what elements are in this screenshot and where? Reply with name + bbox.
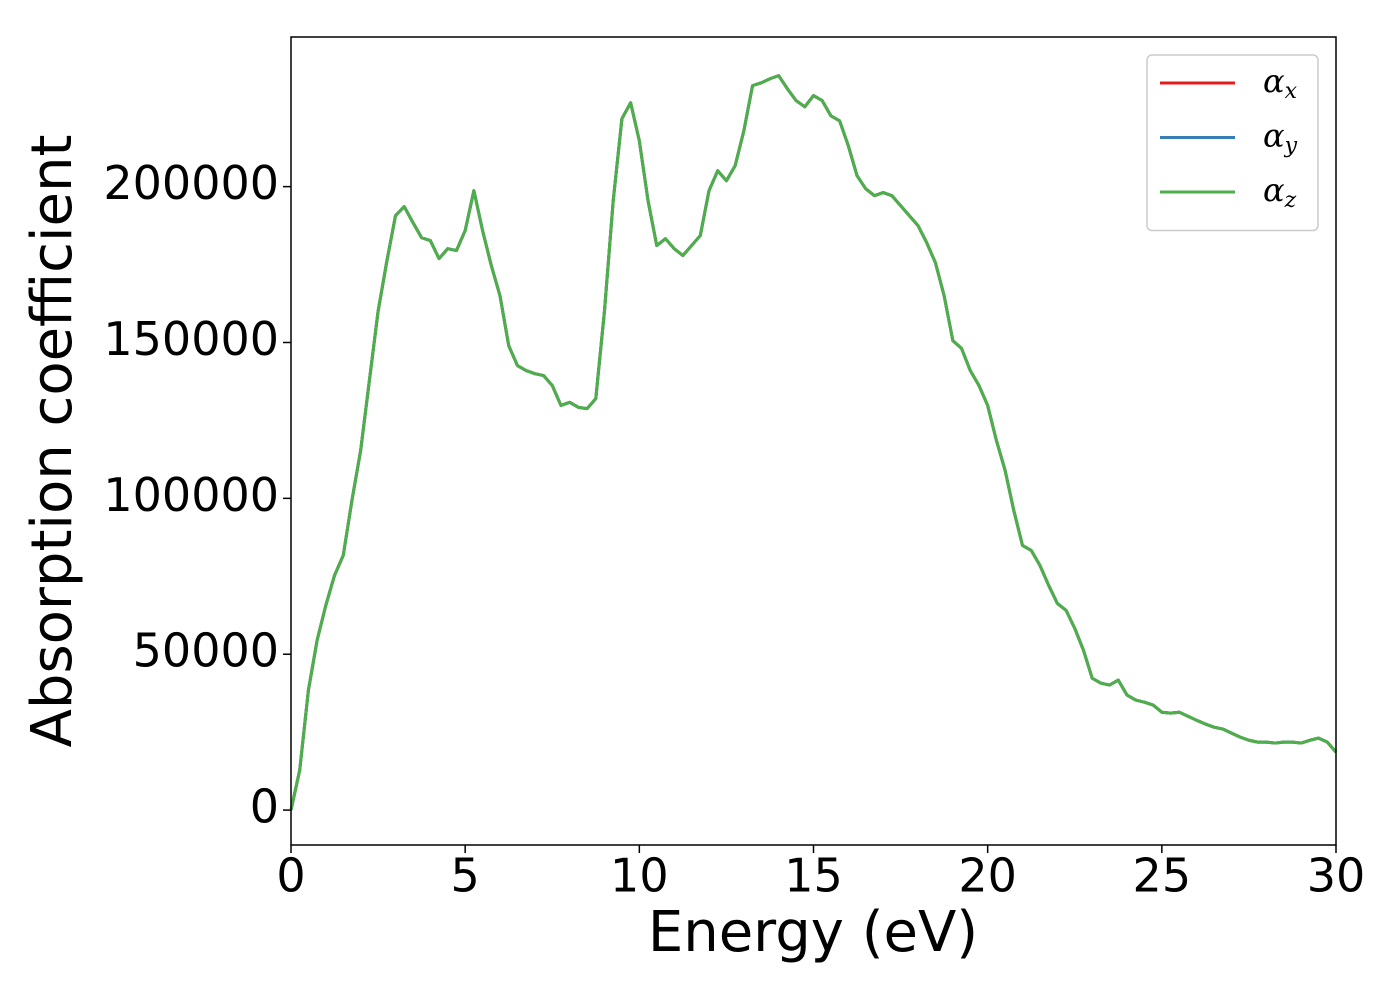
- y-tick-label: 50000: [133, 624, 279, 678]
- y-tick-label: 0: [250, 780, 279, 834]
- y-tick-label: 150000: [103, 312, 279, 366]
- x-tick-label: 30: [1307, 849, 1366, 903]
- legend-box: [1146, 54, 1319, 232]
- y-tick-label: 200000: [103, 156, 279, 210]
- x-tick-label: 15: [784, 849, 843, 903]
- data-line: [289, 74, 1338, 811]
- legend-label: αx: [1263, 62, 1298, 105]
- x-axis-label: Energy (eV): [648, 900, 978, 965]
- legend-label: αy: [1263, 116, 1298, 159]
- y-axis-label: Absorption coefficient: [20, 135, 85, 748]
- x-tick-label: 20: [958, 849, 1017, 903]
- plot-frame: [290, 36, 1337, 846]
- x-tick-label: 0: [276, 849, 305, 903]
- legend-label: αz: [1263, 171, 1297, 214]
- x-tick-label: 5: [451, 849, 480, 903]
- y-tick-label: 100000: [103, 468, 279, 522]
- x-tick-label: 25: [1133, 849, 1192, 903]
- x-tick-label: 10: [610, 849, 669, 903]
